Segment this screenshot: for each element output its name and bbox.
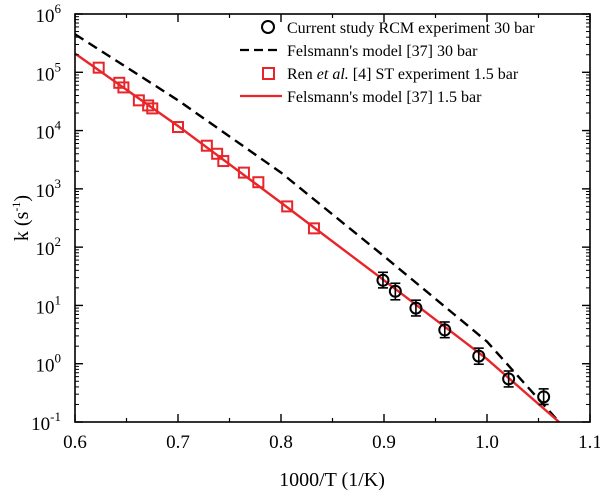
x-tick-label: 0.6 [63, 432, 87, 453]
y-axis-label: k (s-1) [9, 195, 33, 241]
y-tick-label: 105 [36, 59, 62, 85]
legend-square-marker [262, 67, 275, 80]
legend-label-rcm: Current study RCM experiment 30 bar [287, 20, 535, 37]
legend-entry-rcm: Current study RCM experiment 30 bar [261, 20, 535, 37]
rcm-data-point [388, 284, 402, 298]
legend-entry-ren: Ren et al. [4] ST experiment 1.5 bar [262, 66, 519, 83]
st-data-point [172, 121, 184, 134]
y-tick-label: 10-1 [31, 409, 61, 435]
y-tick-label: 100 [36, 351, 62, 377]
st-data-point [217, 155, 230, 168]
st-data-point [92, 61, 105, 74]
st-data-point [237, 166, 250, 179]
rcm-data-point [438, 323, 452, 337]
legend-entry-felsmann-30bar: Felsmann's model [37] 30 bar [240, 43, 478, 60]
st-data-point [117, 81, 130, 94]
legend-circle-marker [261, 20, 275, 34]
legend-label-felsmann-1-5bar: Felsmann's model [37] 1.5 bar [287, 89, 482, 106]
legend: Current study RCM experiment 30 bar Fels… [240, 20, 535, 106]
y-tick-label: 101 [36, 292, 62, 318]
series-line-1 [74, 33, 560, 423]
rcm-data-point [376, 273, 390, 287]
st-data-point [281, 200, 294, 213]
rcm-data-point [502, 372, 516, 386]
y-tick-label: 103 [36, 176, 62, 202]
rcm-data-point [537, 390, 551, 404]
st-data-point [146, 102, 159, 115]
legend-label-ren: Ren et al. [4] ST experiment 1.5 bar [287, 66, 519, 83]
st-data-point [307, 222, 320, 235]
series-line-3 [74, 52, 560, 423]
rcm-data-point [409, 301, 423, 315]
st-data-point [252, 176, 265, 189]
st-data-point [200, 139, 213, 152]
legend-label-felsmann-30bar: Felsmann's model [37] 30 bar [287, 43, 478, 60]
x-tick-label: 0.8 [269, 432, 293, 453]
y-tick-label: 106 [36, 1, 62, 27]
x-tick-label: 0.9 [372, 432, 396, 453]
rcm-data-point [472, 349, 486, 363]
legend-entry-felsmann-1-5bar: Felsmann's model [37] 1.5 bar [240, 89, 482, 106]
x-axis-label: 1000/T (1/K) [279, 469, 385, 491]
y-tick-label: 104 [36, 118, 62, 144]
y-tick-label: 102 [36, 234, 62, 260]
x-tick-label: 1.1 [578, 432, 600, 453]
st-data-point [211, 147, 224, 160]
x-tick-label: 1.0 [475, 432, 499, 453]
x-tick-label: 0.7 [166, 432, 190, 453]
